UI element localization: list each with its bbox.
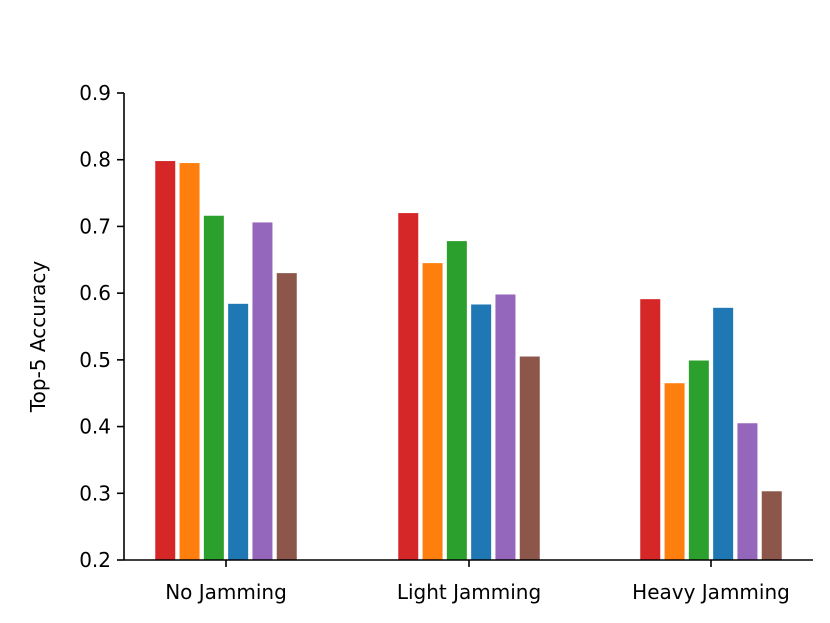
bar [737,423,758,560]
x-tick-label: No Jamming [165,580,287,604]
bar [640,299,661,560]
y-tick-label: 0.7 [79,214,111,238]
bar [155,161,176,561]
bar [471,304,492,560]
bar [276,273,297,560]
y-tick-label: 0.8 [79,148,111,172]
bar [398,213,419,560]
bar [252,222,273,560]
bar [664,383,685,560]
bar [228,303,249,560]
x-tick-label: Heavy Jamming [632,580,790,604]
y-axis-label: Top-5 Accuracy [26,261,50,414]
bar [446,241,467,561]
y-tick-label: 0.2 [79,548,111,572]
y-tick-label: 0.6 [79,281,111,305]
x-tick-label: Light Jamming [397,580,541,604]
bar [422,263,443,560]
y-tick-label: 0.3 [79,481,111,505]
bar [761,491,782,560]
y-tick-label: 0.9 [79,81,111,105]
bar [713,307,734,560]
bar [688,360,709,560]
y-axis-ticks: 0.2 0.3 0.4 0.5 0.6 0.7 0.8 0.9 [79,81,124,572]
bar [495,294,516,560]
bar [203,215,224,560]
bar [179,163,200,561]
bar [519,356,540,560]
y-tick-label: 0.4 [79,415,111,439]
bars-group [155,161,782,561]
x-axis-ticks: No Jamming Light Jamming Heavy Jamming [165,560,790,604]
y-tick-label: 0.5 [79,348,111,372]
